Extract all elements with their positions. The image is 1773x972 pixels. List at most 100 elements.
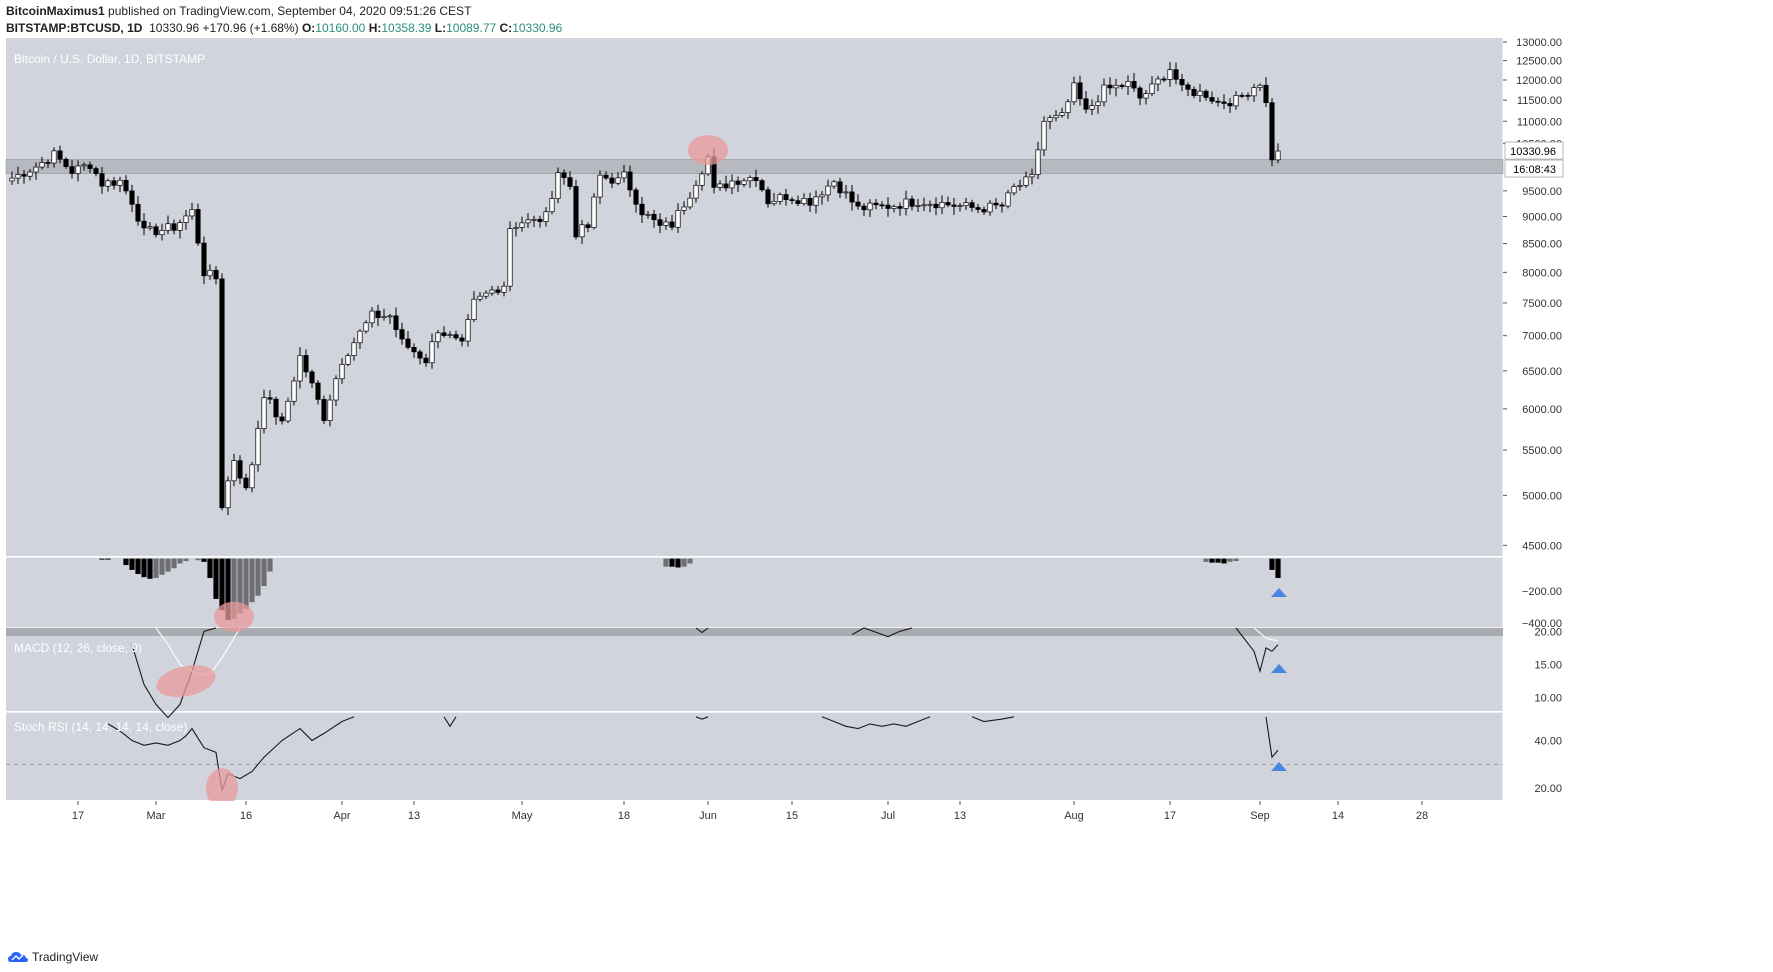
candle — [627, 165, 633, 198]
candle — [597, 170, 603, 204]
candle-body — [207, 269, 213, 277]
candle-body — [681, 206, 687, 211]
candle — [759, 178, 765, 192]
candle-body — [801, 197, 807, 204]
rsi-tick-label: 40.00 — [1534, 736, 1562, 748]
candle — [777, 192, 783, 205]
candle-body — [75, 165, 81, 174]
time-tick-label: 13 — [408, 810, 420, 822]
candle-body — [1203, 90, 1209, 98]
candle-body — [45, 162, 51, 164]
candle — [573, 179, 579, 240]
candle — [1161, 76, 1167, 83]
candle — [813, 190, 819, 214]
candle — [1053, 110, 1059, 122]
candle-body — [1239, 95, 1245, 97]
tradingview-brand[interactable]: TradingView — [8, 950, 98, 964]
pane-price — [6, 38, 1503, 556]
price-tick-label: 9500.00 — [1522, 186, 1562, 198]
candle-body — [285, 400, 291, 422]
rsi-label: RSI (14, close) — [14, 815, 93, 829]
macd-bar — [1269, 558, 1275, 570]
candle — [681, 201, 687, 215]
candle — [45, 159, 51, 169]
candle — [1023, 171, 1029, 188]
stoch-rsi-tick-label: 10.00 — [1534, 693, 1562, 705]
candle-body — [621, 171, 627, 179]
candle — [237, 455, 243, 485]
candle-body — [957, 205, 963, 207]
candle — [615, 172, 621, 186]
price-tick-label: 8500.00 — [1522, 239, 1562, 251]
candle — [261, 389, 267, 434]
macd-bar — [177, 558, 183, 564]
candle-body — [843, 191, 849, 194]
candle-body — [129, 190, 135, 205]
candle-body — [1035, 149, 1041, 175]
candle — [57, 145, 63, 164]
candle — [1083, 91, 1089, 114]
macd-bar — [141, 558, 147, 578]
candle — [309, 369, 315, 388]
candle-body — [975, 207, 981, 210]
candle — [843, 185, 849, 199]
candle-body — [201, 242, 207, 277]
macd-bar — [1203, 558, 1209, 562]
candle-body — [933, 203, 939, 209]
candle — [1257, 83, 1263, 92]
macd-bar — [1233, 558, 1239, 562]
close-value: 10330.96 — [512, 21, 563, 35]
candle-body — [1089, 105, 1095, 110]
candle — [417, 349, 423, 365]
candle — [1209, 91, 1215, 104]
candle-body — [9, 177, 15, 182]
candle — [1173, 62, 1179, 85]
candle-body — [1251, 87, 1257, 97]
candle — [531, 215, 537, 227]
candle — [393, 307, 399, 338]
candle — [693, 180, 699, 203]
publisher-name[interactable]: BitcoinMaximus1 — [6, 4, 105, 18]
candle — [459, 334, 465, 347]
candle — [1035, 141, 1041, 180]
candle-body — [141, 220, 147, 229]
pane-rsi — [6, 712, 1503, 800]
candle — [1065, 99, 1071, 119]
candle — [795, 195, 801, 207]
candle-body — [213, 269, 219, 280]
candle-body — [405, 338, 411, 348]
candle-body — [969, 202, 975, 208]
candle — [1185, 82, 1191, 97]
macd-bar — [219, 558, 225, 611]
candle-body — [15, 174, 21, 179]
candle — [807, 192, 813, 212]
price-tick-label: 12000.00 — [1516, 75, 1562, 87]
candle-body — [687, 197, 693, 208]
candle-body — [753, 177, 759, 181]
candle — [93, 166, 99, 177]
candle — [789, 196, 795, 205]
candle — [1275, 143, 1281, 164]
candle-body — [945, 202, 951, 206]
candle — [735, 176, 741, 192]
stoch-rsi-tick-label: 15.00 — [1534, 660, 1562, 672]
candle-body — [675, 210, 681, 228]
triangle-up-marker — [1271, 588, 1287, 597]
candle-body — [633, 189, 639, 205]
candle-body — [519, 222, 525, 228]
candle-body — [963, 202, 969, 206]
candle — [1011, 183, 1017, 196]
candle-body — [615, 177, 621, 184]
candle — [783, 188, 789, 206]
candle-body — [447, 334, 453, 336]
candle — [177, 219, 183, 239]
candle — [867, 199, 873, 218]
highlight-ellipse — [688, 135, 728, 166]
symbol[interactable]: BITSTAMP:BTCUSD, 1D — [6, 21, 143, 35]
time-tick-label: May — [512, 810, 533, 822]
time-tick-label: 18 — [618, 810, 630, 822]
pane-stoch — [6, 628, 1503, 711]
candle — [1215, 97, 1221, 107]
candle — [21, 169, 27, 184]
